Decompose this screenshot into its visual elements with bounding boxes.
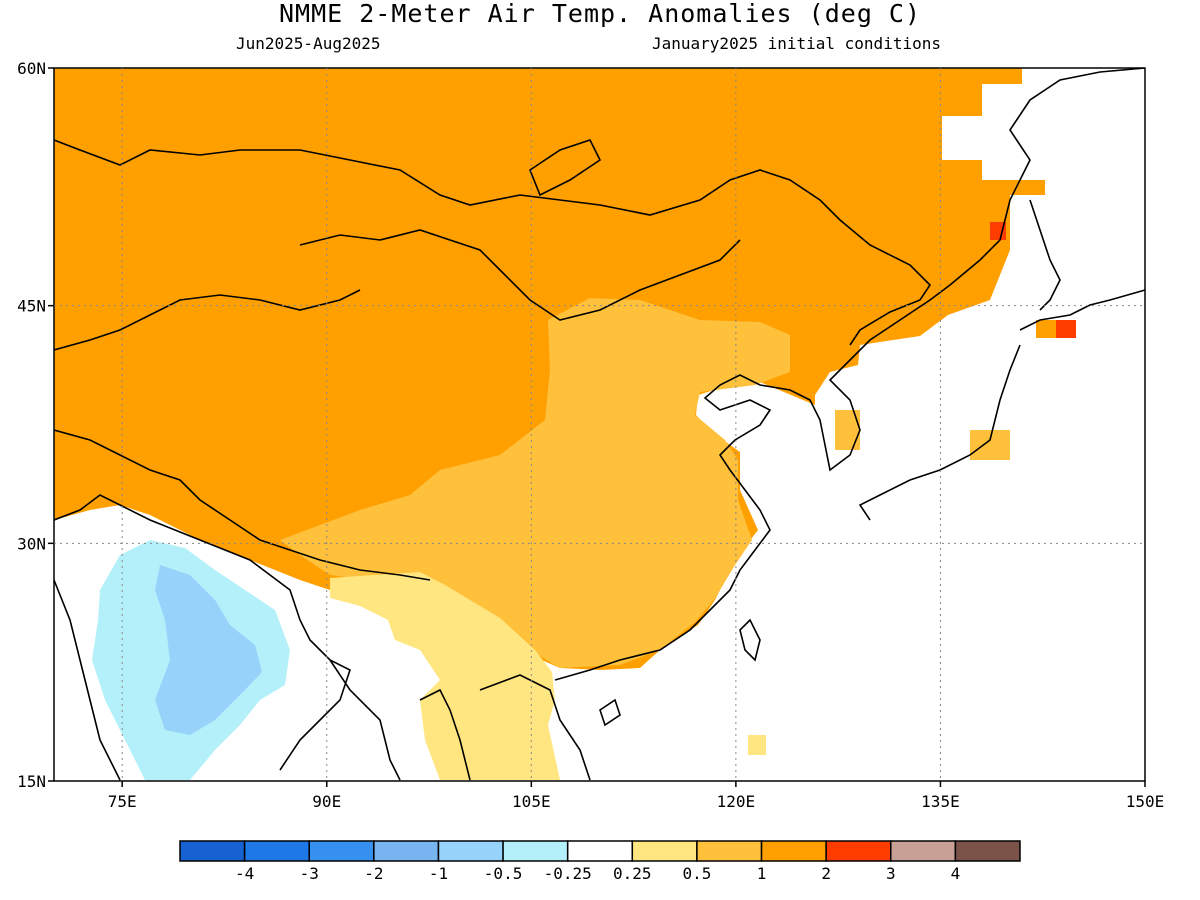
anomaly-region-1-to-2 (54, 68, 1045, 670)
colorbar-label: -3 (300, 864, 319, 883)
colorbar-swatch (437, 840, 504, 862)
latitude-tick-label: 45N (17, 297, 46, 316)
anomaly-hotspot (1056, 320, 1076, 338)
anomaly-field (54, 68, 1076, 780)
colorbar-label: -0.5 (484, 864, 523, 883)
longitude-tick-label: 135E (921, 792, 960, 811)
colorbar-swatch (631, 840, 698, 862)
longitude-tick-label: 75E (108, 792, 137, 811)
colorbar-label: 4 (951, 864, 961, 883)
anomaly-hotspot (990, 222, 1006, 240)
colorbar-swatch (373, 840, 440, 862)
anomaly-region-0.25-to-0.5-sea (330, 572, 560, 780)
colorbar-swatch (308, 840, 375, 862)
anomaly-region-1-to-2-hokkaido (1036, 320, 1056, 338)
anomaly-region-minus-1-to-minus-0.5 (155, 565, 262, 735)
forecast-period: Jun2025-Aug2025 (236, 34, 381, 53)
anomaly-region-0.25-to-0.5-taiwan (748, 735, 766, 755)
anomaly-region-0.5-to-1-korea (835, 410, 860, 450)
colorbar: -4 -3 -2 -1 -0.5 -0.25 0.25 0.5 1 2 3 4 (179, 840, 1021, 883)
colorbar-label: -2 (364, 864, 383, 883)
colorbar-swatch (179, 840, 246, 862)
latitude-axis: 60N 45N 30N 15N (17, 59, 54, 791)
colorbar-label: -4 (235, 864, 254, 883)
colorbar-label: -0.25 (544, 864, 592, 883)
colorbar-label: 2 (821, 864, 831, 883)
longitude-tick-label: 105E (512, 792, 551, 811)
colorbar-swatch (502, 840, 569, 862)
colorbar-label: 1 (757, 864, 767, 883)
colorbar-swatch (566, 840, 634, 862)
colorbar-label: 0.5 (682, 864, 711, 883)
longitude-tick-label: 120E (717, 792, 756, 811)
latitude-tick-label: 30N (17, 534, 46, 553)
initial-conditions: January2025 initial conditions (652, 34, 941, 53)
colorbar-swatch (890, 840, 957, 862)
longitude-tick-label: 150E (1126, 792, 1165, 811)
coastlines (54, 68, 1145, 781)
colorbar-swatch (825, 840, 892, 862)
latitude-tick-label: 15N (17, 772, 46, 791)
colorbar-label: 3 (886, 864, 896, 883)
colorbar-swatch (243, 840, 310, 862)
anomaly-region-0.5-to-1-japan (970, 430, 1010, 460)
graticule (54, 68, 1145, 781)
longitude-axis: 75E 90E 105E 120E 135E 150E (108, 781, 1165, 811)
longitude-tick-label: 90E (312, 792, 341, 811)
colorbar-label: 0.25 (613, 864, 652, 883)
colorbar-swatch (696, 840, 763, 862)
plot-frame (53, 67, 1146, 782)
colorbar-swatch (760, 840, 827, 862)
map-title: NMME 2-Meter Air Temp. Anomalies (deg C) (278, 0, 922, 28)
colorbar-swatch (954, 840, 1021, 862)
colorbar-label: -1 (429, 864, 448, 883)
latitude-tick-label: 60N (17, 59, 46, 78)
